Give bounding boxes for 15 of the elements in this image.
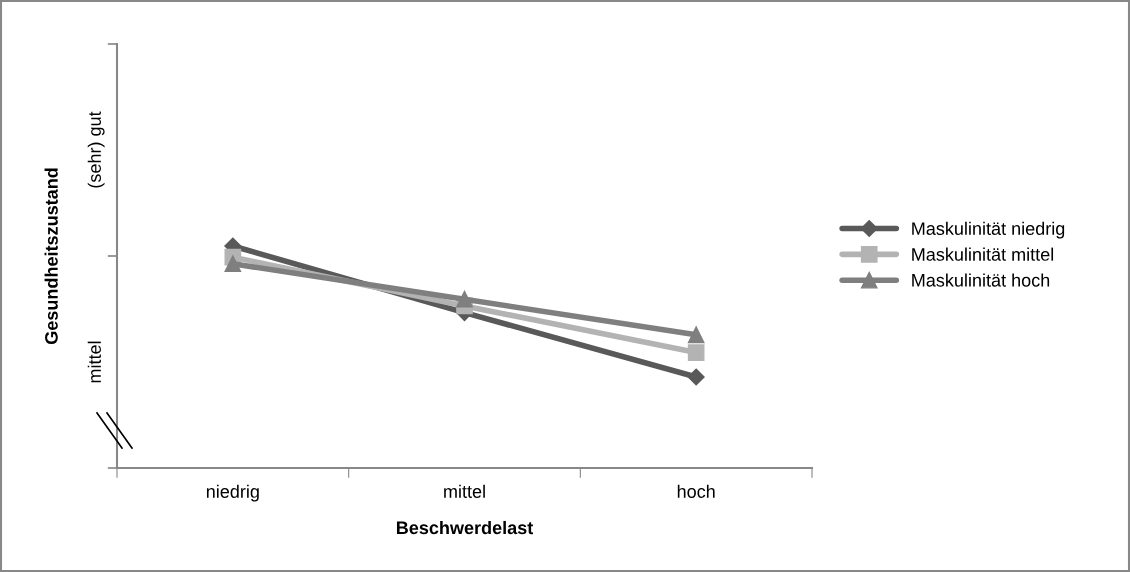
text: mittel xyxy=(87,341,101,383)
x-axis-title: Beschwerdelast xyxy=(396,520,534,535)
point xyxy=(687,344,705,361)
legend-label: Maskulinität hoch xyxy=(912,273,1050,287)
x-tick-label: mittel xyxy=(444,484,485,498)
legend-label: Maskulinität niedrig xyxy=(912,221,1065,239)
point xyxy=(456,290,473,308)
x-tick-label: hoch xyxy=(677,484,715,498)
point xyxy=(687,368,705,386)
point xyxy=(687,326,705,344)
legend-label: Maskulinität mittel xyxy=(912,247,1054,261)
y-axis-title: Gesundheitszustand xyxy=(44,168,58,345)
x-tick-label: niedrig xyxy=(206,484,259,502)
point xyxy=(224,255,242,273)
text: (sehr) gut xyxy=(87,111,105,188)
